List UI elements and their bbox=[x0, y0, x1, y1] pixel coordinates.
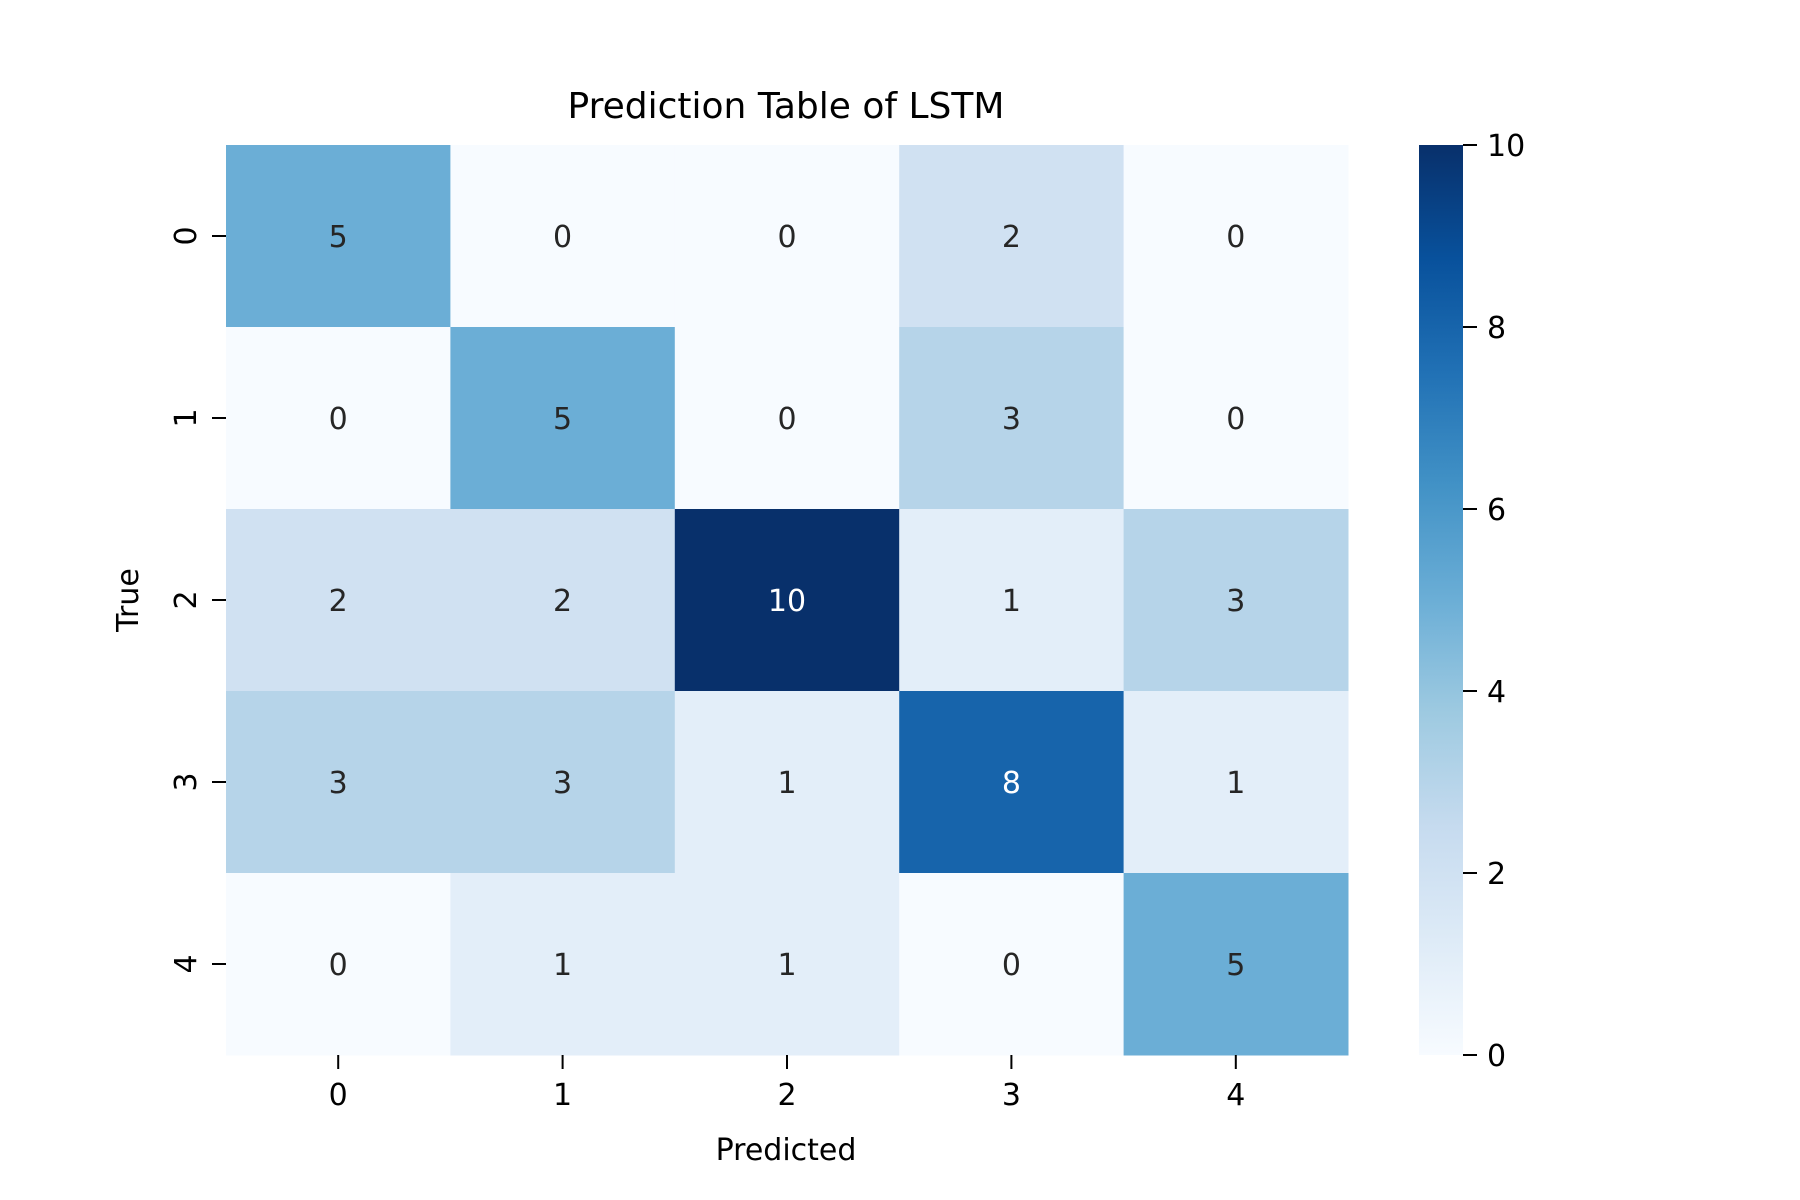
x-tick-label: 2 bbox=[777, 1078, 796, 1113]
cell-value-label: 5 bbox=[1226, 948, 1245, 983]
colorbar-tick-label: 4 bbox=[1487, 675, 1506, 710]
heatmap-cell bbox=[1123, 691, 1349, 874]
cell-value-label: 0 bbox=[329, 402, 348, 437]
y-tick-label: 4 bbox=[169, 954, 204, 973]
colorbar bbox=[1419, 145, 1463, 1055]
cell-value-label: 3 bbox=[1226, 584, 1245, 619]
heatmap-cell bbox=[674, 509, 900, 692]
heatmap-cell bbox=[899, 145, 1125, 328]
heatmap-cell bbox=[674, 873, 900, 1056]
cell-value-label: 2 bbox=[553, 584, 572, 619]
cell-value-label: 0 bbox=[553, 220, 572, 255]
heatmap-cell bbox=[450, 873, 676, 1056]
heatmap-cell bbox=[226, 691, 451, 874]
colorbar-tick-label: 8 bbox=[1487, 311, 1506, 346]
cell-value-label: 1 bbox=[1002, 584, 1021, 619]
cell-value-label: 2 bbox=[1002, 220, 1021, 255]
cell-value-label: 0 bbox=[1002, 948, 1021, 983]
y-tick-label: 0 bbox=[169, 226, 204, 245]
y-tick-label: 3 bbox=[169, 772, 204, 791]
heatmap-cell bbox=[674, 327, 900, 510]
y-axis: 0 1 2 3 4 bbox=[169, 226, 226, 974]
x-tick-label: 3 bbox=[1002, 1078, 1021, 1113]
x-axis-label: Predicted bbox=[716, 1133, 857, 1168]
heatmap-cell bbox=[1123, 509, 1349, 692]
colorbar-tick-label: 0 bbox=[1487, 1039, 1506, 1074]
heatmap-cell bbox=[899, 509, 1125, 692]
colorbar-tick-label: 6 bbox=[1487, 493, 1506, 528]
heatmap-cell bbox=[450, 327, 676, 510]
x-tick-label: 4 bbox=[1226, 1078, 1245, 1113]
heatmap-cell bbox=[899, 327, 1125, 510]
heatmap-cell bbox=[1123, 327, 1349, 510]
cell-value-label: 5 bbox=[553, 402, 572, 437]
y-tick-label: 2 bbox=[169, 590, 204, 609]
cell-value-label: 1 bbox=[1226, 766, 1245, 801]
x-tick-label: 1 bbox=[553, 1078, 572, 1113]
y-tick-label: 1 bbox=[169, 408, 204, 427]
x-tick-label: 0 bbox=[329, 1078, 348, 1113]
colorbar-axis: 0 2 4 6 8 10 bbox=[1463, 129, 1525, 1074]
heatmap-cell bbox=[450, 691, 676, 874]
heatmap-cell bbox=[899, 873, 1125, 1056]
heatmap-cell-labels: 5 0 0 2 00 5 0 3 02 2 10 1 33 3 1 8 10 1 1 0 5 bbox=[329, 220, 1246, 983]
colorbar-tick-label: 2 bbox=[1487, 857, 1506, 892]
x-axis: 0 1 2 3 4 bbox=[329, 1055, 1245, 1113]
cell-value-label: 3 bbox=[553, 766, 572, 801]
cell-value-label: 2 bbox=[329, 584, 348, 619]
cell-value-label: 0 bbox=[329, 948, 348, 983]
cell-value-label: 1 bbox=[777, 766, 796, 801]
cell-value-label: 3 bbox=[329, 766, 348, 801]
heatmap-cell bbox=[674, 145, 900, 328]
cell-value-label: 5 bbox=[329, 220, 348, 255]
heatmap-cell bbox=[450, 509, 676, 692]
heatmap-cell bbox=[226, 327, 451, 510]
heatmap-cell bbox=[899, 691, 1125, 874]
chart-title: Prediction Table of LSTM bbox=[568, 86, 1005, 127]
cell-value-label: 0 bbox=[777, 220, 796, 255]
cell-value-label: 0 bbox=[777, 402, 796, 437]
cell-value-label: 10 bbox=[768, 584, 806, 619]
heatmap-cell bbox=[1123, 873, 1349, 1056]
heatmap-cell bbox=[226, 873, 451, 1056]
cell-value-label: 3 bbox=[1002, 402, 1021, 437]
heatmap-cell bbox=[226, 509, 451, 692]
cell-value-label: 1 bbox=[553, 948, 572, 983]
cell-value-label: 8 bbox=[1002, 766, 1021, 801]
cell-value-label: 1 bbox=[777, 948, 796, 983]
y-axis-label: True bbox=[111, 568, 146, 633]
heatmap-cell bbox=[674, 691, 900, 874]
heatmap-cell bbox=[226, 145, 451, 328]
colorbar-tick-label: 10 bbox=[1487, 129, 1525, 164]
cell-value-label: 0 bbox=[1226, 402, 1245, 437]
heatmap-cell bbox=[1123, 145, 1349, 328]
cell-value-label: 0 bbox=[1226, 220, 1245, 255]
heatmap-cells bbox=[226, 145, 1349, 1056]
heatmap-cell bbox=[450, 145, 676, 328]
